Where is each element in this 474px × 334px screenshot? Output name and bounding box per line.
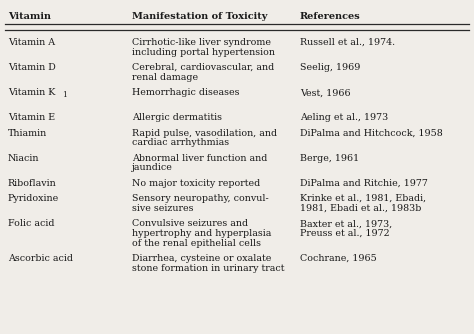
Text: Folic acid: Folic acid: [8, 219, 55, 228]
Text: Preuss et al., 1972: Preuss et al., 1972: [300, 229, 390, 238]
Text: Abnormal liver function and: Abnormal liver function and: [132, 154, 267, 163]
Text: Manifestation of Toxicity: Manifestation of Toxicity: [132, 12, 267, 21]
Text: Ascorbic acid: Ascorbic acid: [8, 254, 73, 263]
Text: cardiac arrhythmias: cardiac arrhythmias: [132, 138, 229, 147]
Text: Hemorrhagic diseases: Hemorrhagic diseases: [132, 88, 239, 97]
Text: sive seizures: sive seizures: [132, 204, 193, 213]
Text: Diarrhea, cysteine or oxalate: Diarrhea, cysteine or oxalate: [132, 254, 272, 263]
Text: Convulsive seizures and: Convulsive seizures and: [132, 219, 248, 228]
Text: No major toxicity reported: No major toxicity reported: [132, 179, 260, 188]
Text: jaundice: jaundice: [132, 164, 173, 172]
Text: Vitamin A: Vitamin A: [8, 38, 55, 47]
Text: DiPalma and Hitchcock, 1958: DiPalma and Hitchcock, 1958: [300, 129, 443, 138]
Text: Russell et al., 1974.: Russell et al., 1974.: [300, 38, 395, 47]
Text: Vitamin: Vitamin: [8, 12, 51, 21]
Text: Riboflavin: Riboflavin: [8, 179, 57, 188]
Text: stone formation in urinary tract: stone formation in urinary tract: [132, 264, 284, 273]
Text: Niacin: Niacin: [8, 154, 39, 163]
Text: Vitamin D: Vitamin D: [8, 63, 56, 72]
Text: Vest, 1966: Vest, 1966: [300, 88, 351, 97]
Text: Krinke et al., 1981, Ebadi,: Krinke et al., 1981, Ebadi,: [300, 194, 426, 203]
Text: Seelig, 1969: Seelig, 1969: [300, 63, 360, 72]
Text: Cirrhotic-like liver syndrome: Cirrhotic-like liver syndrome: [132, 38, 271, 47]
Text: 1: 1: [62, 91, 67, 99]
Text: Vitamin E: Vitamin E: [8, 113, 55, 122]
Text: Allergic dermatitis: Allergic dermatitis: [132, 113, 222, 122]
Text: Pyridoxine: Pyridoxine: [8, 194, 59, 203]
Text: Baxter et al., 1973,: Baxter et al., 1973,: [300, 219, 392, 228]
Text: Cochrane, 1965: Cochrane, 1965: [300, 254, 377, 263]
Text: DiPalma and Ritchie, 1977: DiPalma and Ritchie, 1977: [300, 179, 428, 188]
Text: of the renal epithelial cells: of the renal epithelial cells: [132, 239, 261, 248]
Text: including portal hypertension: including portal hypertension: [132, 48, 275, 57]
Text: Vitamin K: Vitamin K: [8, 88, 55, 97]
Text: Sensory neuropathy, convul-: Sensory neuropathy, convul-: [132, 194, 269, 203]
Text: Thiamin: Thiamin: [8, 129, 47, 138]
Text: renal damage: renal damage: [132, 73, 198, 82]
Text: Berge, 1961: Berge, 1961: [300, 154, 359, 163]
Text: References: References: [300, 12, 361, 21]
Text: Rapid pulse, vasodilation, and: Rapid pulse, vasodilation, and: [132, 129, 277, 138]
Text: hypertrophy and hyperplasia: hypertrophy and hyperplasia: [132, 229, 272, 238]
Text: Aeling et al., 1973: Aeling et al., 1973: [300, 113, 388, 122]
Text: 1981, Ebadi et al., 1983b: 1981, Ebadi et al., 1983b: [300, 204, 421, 213]
Text: Cerebral, cardiovascular, and: Cerebral, cardiovascular, and: [132, 63, 274, 72]
